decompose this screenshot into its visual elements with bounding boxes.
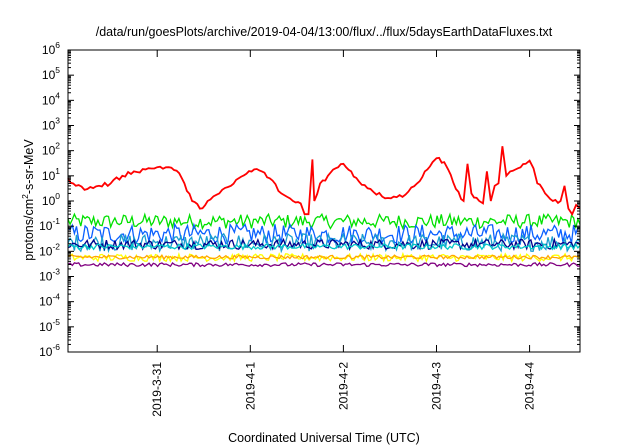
- series-line: [67, 254, 581, 261]
- series-line-red: [67, 146, 581, 217]
- y-tick-label: 105: [42, 65, 60, 82]
- y-tick-label: 10-2: [39, 241, 60, 258]
- y-tick-label: 10-3: [39, 267, 60, 284]
- plot-frame: [67, 49, 581, 353]
- series-line: [67, 251, 581, 263]
- x-tick-label: 2019-4-3: [429, 362, 443, 410]
- x-tick-label: 2019-4-4: [523, 362, 537, 410]
- x-tick-label: 2019-4-2: [336, 362, 350, 410]
- y-tick-label: 10-4: [39, 292, 60, 309]
- y-tick-label: 101: [42, 166, 60, 183]
- plot-area: [67, 146, 581, 268]
- x-tick-label: 2019-3-31: [150, 362, 164, 417]
- series-line: [67, 212, 581, 231]
- y-tick-label: 100: [42, 191, 60, 208]
- y-tick-label: 102: [42, 141, 60, 158]
- y-tick-label: 103: [42, 116, 60, 133]
- y-tick-label: 104: [42, 90, 60, 107]
- x-tick-label: 2019-4-1: [243, 362, 257, 410]
- y-tick-label: 10-1: [39, 216, 60, 233]
- y-tick-label: 10-6: [39, 342, 60, 359]
- series-line: [67, 261, 581, 268]
- y-axis-label: protons/cm2-s-sr-MeV: [20, 139, 36, 261]
- y-axis: 10-6 10-5 10-4 10-3 10-2 10-1 100 101 102 103 104 1…: [39, 40, 580, 359]
- y-tick-label: 106: [42, 40, 60, 57]
- x-axis-label: Coordinated Universal Time (UTC): [228, 431, 420, 445]
- chart-title: /data/run/goesPlots/archive/2019-04-04/1…: [96, 25, 553, 39]
- x-axis: 2019-3-31 2019-4-1 2019-4-2 2019-4-3 2019-4-…: [150, 50, 537, 417]
- y-tick-label: 10-5: [39, 317, 60, 334]
- series-line: [67, 242, 581, 251]
